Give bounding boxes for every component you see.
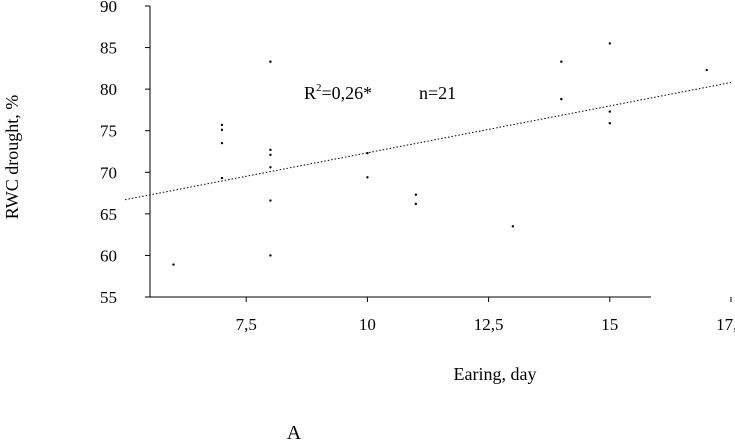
data-point bbox=[366, 151, 369, 155]
trendline bbox=[124, 82, 732, 201]
data-point bbox=[705, 68, 708, 72]
y-tick-label: 55 bbox=[100, 288, 117, 307]
axes bbox=[149, 6, 651, 298]
data-point bbox=[269, 148, 272, 152]
y-tick-label: 60 bbox=[100, 246, 117, 265]
data-point bbox=[220, 123, 224, 127]
n-annotation: n=21 bbox=[419, 83, 456, 103]
data-point bbox=[608, 122, 611, 125]
y-tick-label: 80 bbox=[100, 80, 117, 99]
x-tick-label: 7,5 bbox=[236, 315, 257, 334]
y-tick-label: 65 bbox=[100, 205, 117, 224]
data-point bbox=[220, 128, 224, 132]
x-tick-label: 12,5 bbox=[474, 315, 504, 334]
data-point bbox=[414, 202, 418, 206]
data-point bbox=[269, 153, 272, 157]
x-axis-ticks: 7,5 10 12,5 15 17,5 bbox=[236, 297, 735, 334]
data-point bbox=[269, 254, 272, 257]
r-value: =0,26* bbox=[322, 83, 373, 103]
y-tick-label: 75 bbox=[100, 122, 117, 141]
panel-label: A bbox=[287, 422, 302, 440]
data-point bbox=[220, 141, 224, 145]
r-label: R bbox=[304, 83, 316, 103]
y-tick-label: 90 bbox=[100, 0, 117, 16]
x-axis-title: Earing, day bbox=[454, 364, 537, 384]
data-point bbox=[269, 166, 272, 169]
data-point bbox=[172, 263, 175, 266]
y-axis-title: RWC drought, % bbox=[2, 95, 22, 220]
x-tick-label: 10 bbox=[359, 315, 376, 334]
data-point bbox=[560, 60, 563, 63]
data-point bbox=[414, 193, 418, 196]
y-tick-label: 70 bbox=[100, 163, 117, 182]
data-point bbox=[560, 97, 563, 101]
r-superscript: 2 bbox=[316, 82, 322, 94]
data-points bbox=[172, 42, 708, 266]
data-point bbox=[608, 42, 611, 45]
data-point bbox=[608, 110, 611, 113]
x-tick-label: 17,5 bbox=[716, 315, 735, 334]
data-point bbox=[220, 176, 224, 180]
data-point bbox=[366, 176, 369, 179]
y-axis-ticks: 55 60 65 70 75 80 85 90 bbox=[100, 0, 150, 307]
data-point bbox=[269, 60, 272, 63]
y-tick-label: 85 bbox=[100, 39, 117, 58]
r-squared-annotation: R2=0,26* bbox=[304, 82, 372, 103]
data-point bbox=[511, 225, 515, 228]
x-tick-label: 15 bbox=[601, 315, 618, 334]
data-point bbox=[269, 199, 272, 202]
